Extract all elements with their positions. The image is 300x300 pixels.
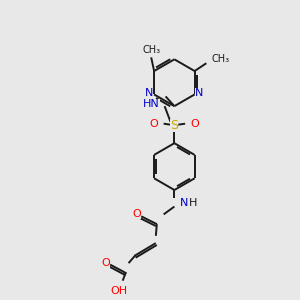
Text: HN: HN bbox=[143, 99, 160, 109]
Text: O: O bbox=[190, 119, 199, 129]
Text: N: N bbox=[195, 88, 204, 98]
Text: CH₃: CH₃ bbox=[211, 54, 229, 64]
Text: CH₃: CH₃ bbox=[142, 45, 160, 55]
Text: O: O bbox=[102, 258, 110, 268]
Text: O: O bbox=[149, 119, 158, 129]
Text: S: S bbox=[170, 119, 178, 132]
Text: OH: OH bbox=[110, 286, 128, 296]
Text: N: N bbox=[180, 198, 188, 208]
Text: H: H bbox=[189, 198, 197, 208]
Text: O: O bbox=[132, 209, 141, 219]
Text: N: N bbox=[145, 88, 153, 98]
